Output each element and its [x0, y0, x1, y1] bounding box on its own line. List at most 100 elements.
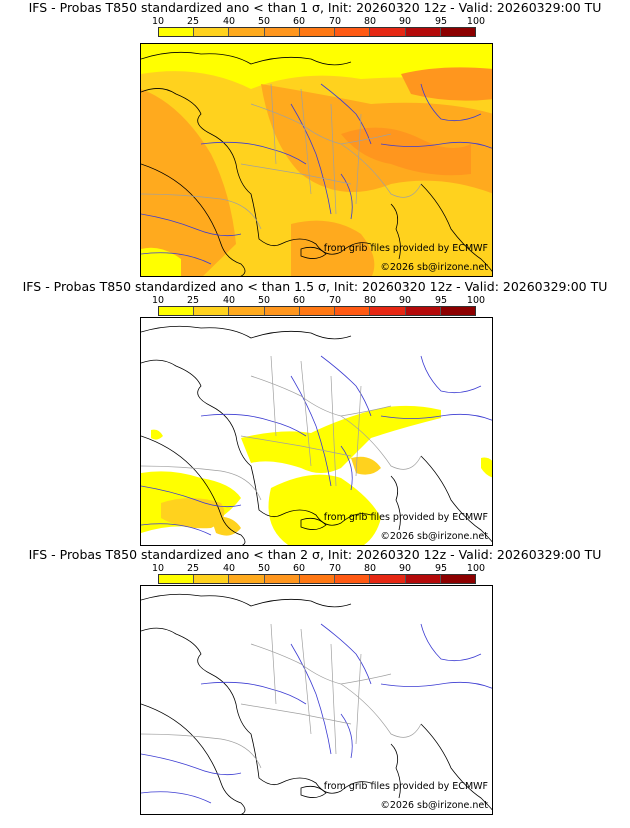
coastline	[420, 723, 492, 811]
colorbar-swatch	[229, 307, 265, 315]
geography	[141, 593, 492, 814]
colorbar-tick: 90	[398, 16, 412, 27]
admin-border	[240, 703, 352, 725]
colorbar-tick: 40	[222, 295, 236, 306]
copyright-credit: ©2026 sb@irizone.net	[380, 262, 488, 273]
colorbar-swatch	[229, 575, 265, 583]
prob-area-low	[268, 474, 381, 545]
country-border	[141, 465, 262, 501]
admin-border	[240, 435, 352, 457]
river	[141, 252, 212, 265]
river	[141, 213, 242, 237]
river	[141, 753, 242, 776]
river	[320, 83, 372, 145]
colorbar-tick: 50	[257, 295, 271, 306]
colorbar-tick: 50	[257, 563, 271, 574]
copyright-credit: ©2026 sb@irizone.net	[380, 531, 488, 542]
colorbar-swatch	[299, 307, 336, 315]
prob-area-high	[141, 89, 236, 276]
country-border	[141, 193, 262, 230]
admin-border	[250, 375, 392, 417]
colorbar-swatch	[440, 575, 475, 583]
colorbar-swatch	[194, 307, 230, 315]
admin-border	[250, 643, 392, 685]
river	[141, 791, 212, 804]
coastline	[390, 475, 401, 531]
coastline	[390, 203, 401, 260]
colorbar-tick: 60	[292, 16, 306, 27]
river	[340, 445, 353, 491]
river	[200, 681, 307, 705]
river	[340, 173, 353, 220]
map-svg	[141, 44, 492, 276]
river	[290, 643, 332, 755]
colorbar-swatch	[299, 28, 336, 36]
prob-area-low	[151, 429, 163, 440]
colorbar	[158, 306, 476, 316]
colorbar-tick: 25	[186, 295, 200, 306]
colorbar-tick: 80	[363, 16, 377, 27]
prob-area-low	[241, 405, 441, 473]
map-panel-2: IFS - Probas T850 standardized ano < tha…	[0, 279, 630, 547]
river	[420, 623, 482, 662]
map-area: from grib files provided by ECMWF ©2026 …	[140, 585, 493, 815]
colorbar-tick: 40	[222, 16, 236, 27]
coastline	[300, 246, 327, 259]
colorbar-tick: 10	[151, 295, 165, 306]
coastline	[141, 325, 352, 340]
colorbar-swatch	[264, 575, 300, 583]
river	[141, 485, 242, 508]
colorbar-tick: 100	[466, 295, 486, 306]
colorbar-swatch	[194, 575, 230, 583]
colorbar	[158, 27, 476, 37]
coastline	[141, 435, 246, 545]
river	[290, 375, 332, 487]
map-svg	[141, 325, 492, 545]
colorbar-swatch	[159, 307, 195, 315]
colorbar-tick: 10	[151, 16, 165, 27]
coastline	[300, 517, 327, 530]
probability-field	[141, 44, 492, 276]
colorbar-tick: 95	[434, 16, 448, 27]
colorbar-tick: 70	[328, 295, 342, 306]
colorbar-swatch	[405, 575, 441, 583]
geography	[141, 51, 492, 276]
panel-title: IFS - Probas T850 standardized ano < tha…	[28, 547, 602, 562]
data-source-credit: from grib files provided by ECMWF	[323, 243, 488, 254]
coastline	[420, 455, 492, 543]
prob-area-low	[141, 44, 492, 68]
river	[380, 413, 492, 421]
colorbar-tick: 95	[434, 295, 448, 306]
river	[200, 141, 307, 165]
colorbar-swatch	[264, 28, 300, 36]
coastline	[141, 703, 246, 814]
copyright-credit: ©2026 sb@irizone.net	[380, 800, 488, 811]
country-border	[340, 415, 422, 470]
colorbar-tick-labels: 10 25 40 50 60 70 80 90 95 100	[152, 16, 485, 27]
colorbar-swatch	[370, 28, 406, 36]
prob-area-mid	[211, 516, 241, 536]
river	[420, 83, 482, 122]
country-border	[141, 733, 262, 769]
map-svg	[141, 593, 492, 814]
colorbar-swatch	[440, 28, 475, 36]
colorbar-tick: 40	[222, 563, 236, 574]
map-panel-1: IFS - Probas T850 standardized ano < tha…	[0, 0, 630, 278]
map-panel-3: IFS - Probas T850 standardized ano < tha…	[0, 547, 630, 828]
colorbar-tick: 95	[434, 563, 448, 574]
colorbar-swatch	[335, 575, 371, 583]
colorbar-swatch	[370, 575, 406, 583]
admin-border	[270, 355, 362, 487]
colorbar-tick: 80	[363, 563, 377, 574]
geography	[141, 325, 492, 545]
prob-area-low	[481, 457, 492, 478]
map-area: from grib files provided by ECMWF ©2026 …	[140, 43, 493, 277]
river	[200, 413, 307, 437]
coastline	[141, 593, 352, 608]
river	[141, 523, 212, 536]
colorbar	[158, 574, 476, 584]
prob-area-top	[341, 127, 471, 176]
colorbar-swatch	[159, 28, 195, 36]
colorbar-tick: 80	[363, 295, 377, 306]
colorbar-tick: 60	[292, 295, 306, 306]
